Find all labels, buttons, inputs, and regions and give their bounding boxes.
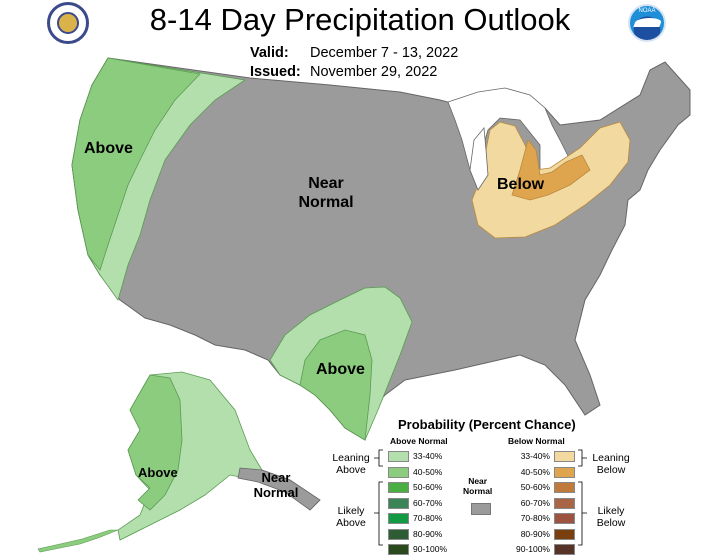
legend-below-header: Below Normal: [508, 436, 565, 446]
legend-bracket-likely-above: [374, 481, 383, 546]
legend-above-row: 60-70%: [388, 498, 442, 509]
issued-label: Issued:: [250, 64, 301, 80]
legend-leaning-below: Leaning Below: [587, 452, 635, 476]
legend-below-label: 33-40%: [520, 451, 550, 461]
legend-below-swatch: [554, 497, 575, 509]
legend-likely-below-2: Below: [596, 517, 626, 529]
legend-likely-below-1: Likely: [597, 505, 625, 517]
legend-below-swatch: [554, 466, 575, 478]
legend-above-swatch: [388, 544, 409, 556]
texas-above: [299, 329, 373, 441]
legend-below-row: 60-70%: [508, 498, 575, 509]
alaska-near-normal: [237, 467, 321, 511]
legend-below-label: 60-70%: [520, 497, 550, 508]
legend-below-label: 90-100%: [515, 544, 550, 554]
legend-below-label: 40-50%: [520, 466, 550, 477]
lake-michigan: [469, 127, 489, 191]
legend-above-row: 70-80%: [388, 513, 443, 525]
west-above: [71, 57, 201, 271]
legend-near-normal: Near Normal: [463, 476, 492, 496]
legend-above-label: 70-80%: [413, 513, 443, 523]
legend-below-swatch: [554, 513, 575, 525]
label-alaska-near-normal: Near Normal: [251, 470, 301, 500]
legend-likely-above: Likely Above: [326, 505, 376, 529]
noaa-logo-text: NOAA: [638, 8, 656, 14]
label-alaska-near-2: Normal: [253, 485, 299, 500]
legend-above-row: 90-100%: [388, 544, 448, 556]
alaska-above: [127, 374, 183, 511]
legend-above-swatch: [388, 497, 409, 509]
legend-below-row: 80-90%: [508, 529, 575, 540]
legend-below-swatch: [554, 544, 575, 556]
legend-above-label: 60-70%: [413, 497, 443, 508]
legend-leaning-above-1: Leaning: [332, 452, 370, 464]
label-central-near-normal: Near Normal: [296, 174, 356, 212]
legend-above-label: 33-40%: [413, 451, 443, 461]
legend-above-swatch: [388, 482, 409, 494]
valid-label: Valid:: [250, 45, 289, 61]
legend-likely-below: Likely Below: [587, 505, 635, 529]
legend-below-label: 70-80%: [520, 513, 550, 523]
valid-dates: December 7 - 13, 2022: [310, 45, 459, 61]
legend-likely-above-1: Likely: [337, 505, 365, 517]
label-texas-above: Above: [316, 361, 365, 378]
aleutian-islands: [37, 529, 119, 553]
date-info: Valid: December 7 - 13, 2022 Issued: Novem…: [250, 44, 458, 82]
legend-above-header: Above Normal: [390, 436, 448, 446]
legend-below-row: 33-40%: [508, 451, 575, 463]
eagle-icon: [57, 12, 79, 34]
legend-bracket-below: [578, 449, 587, 467]
legend-likely-above-2: Above: [336, 517, 366, 529]
legend-below-swatch: [554, 482, 575, 494]
legend-below-row: 90-100%: [508, 544, 575, 556]
legend-title: Probability (Percent Chance): [398, 417, 576, 432]
legend-below-label: 50-60%: [520, 482, 550, 492]
legend-above-row: 50-60%: [388, 482, 443, 494]
great-lakes-below: [511, 139, 591, 201]
label-alaska-above: Above: [138, 465, 178, 480]
legend-leaning-below-2: Below: [596, 464, 626, 476]
map-title: 8-14 Day Precipitation Outlook: [149, 2, 571, 37]
label-central-near-2: Normal: [298, 194, 354, 211]
issued-date: November 29, 2022: [310, 64, 438, 80]
legend-leaning-above: Leaning Above: [326, 452, 376, 476]
label-great-lakes-below: Below: [497, 176, 545, 193]
legend-above-row: 40-50%: [388, 467, 442, 478]
legend-near-2: Normal: [463, 486, 493, 496]
legend-below-row: 70-80%: [508, 513, 575, 525]
label-west-above: Above: [84, 140, 133, 157]
legend-near-1: Near: [468, 476, 488, 486]
legend-below-swatch: [554, 451, 575, 463]
legend-above-label: 40-50%: [413, 466, 443, 477]
legend-below-row: 50-60%: [508, 482, 575, 494]
label-alaska-near-1: Near: [261, 470, 291, 485]
legend-above-label: 50-60%: [413, 482, 443, 492]
noaa-logo: NOAA: [628, 4, 666, 42]
legend-bracket-above: [374, 449, 383, 467]
legend-above-label: 90-100%: [413, 544, 448, 554]
legend-below-row: 40-50%: [508, 467, 575, 478]
legend-above-swatch: [388, 528, 409, 540]
label-central-near-1: Near: [308, 175, 344, 192]
legend-above-swatch: [388, 466, 409, 478]
legend-leaning-above-2: Above: [336, 464, 366, 476]
legend-bracket-likely-below: [578, 481, 587, 546]
legend-above-row: 33-40%: [388, 451, 443, 463]
legend-below-label: 80-90%: [520, 528, 550, 539]
legend-near-swatch: [471, 503, 491, 515]
legend-below-swatch: [554, 528, 575, 540]
legend-above-swatch: [388, 513, 409, 525]
legend-above-swatch: [388, 451, 409, 463]
commerce-seal-logo: [47, 2, 89, 44]
legend-above-label: 80-90%: [413, 528, 443, 539]
legend-leaning-below-1: Leaning: [592, 452, 630, 464]
legend-above-row: 80-90%: [388, 529, 442, 540]
